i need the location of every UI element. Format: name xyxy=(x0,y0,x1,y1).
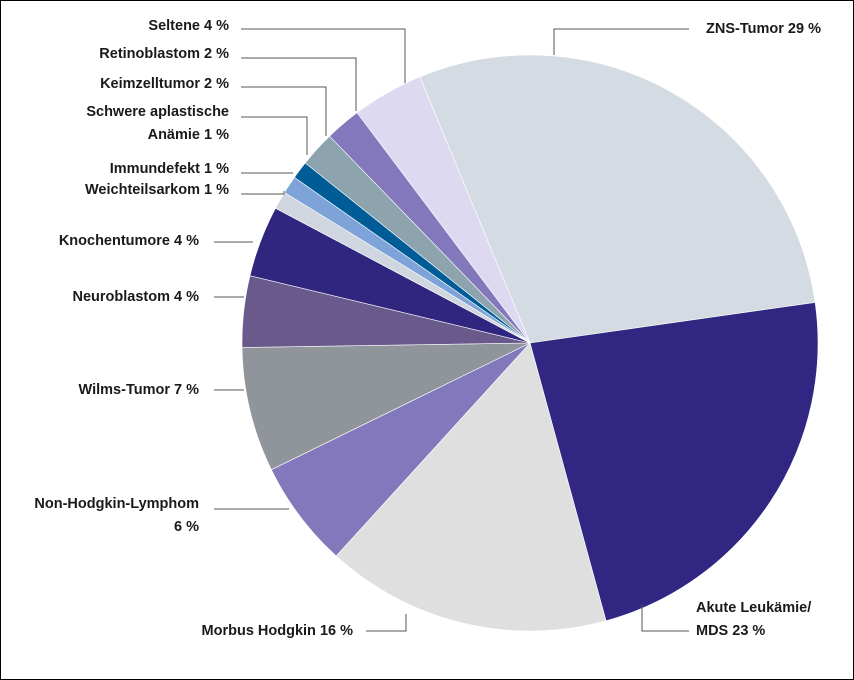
leader-line xyxy=(241,191,285,195)
slice-akute xyxy=(529,302,819,622)
slice-label: Seltene 4 % xyxy=(148,18,229,34)
slice-label: Immundefekt 1 % xyxy=(110,161,229,177)
leader-lines xyxy=(214,28,689,632)
slice-label: Non-Hodgkin-Lymphom 6 % xyxy=(34,496,199,535)
leader-line xyxy=(553,28,689,55)
slice-label: ZNS-Tumor 29 % xyxy=(706,21,821,37)
slice-label: Weichteilsarkom 1 % xyxy=(85,182,229,198)
slice-label: Wilms-Tumor 7 % xyxy=(79,382,200,398)
slice-seltene xyxy=(356,76,531,344)
slice-label: Morbus Hodgkin 16 % xyxy=(202,623,354,639)
slice-morbus xyxy=(335,342,607,632)
slice-label: Keimzelltumor 2 % xyxy=(100,76,229,92)
slice-label: Schwere aplastische Anämie 1 % xyxy=(86,104,229,143)
leader-line xyxy=(241,57,357,111)
slice-label: Neuroblastom 4 % xyxy=(73,289,200,305)
pie-slices xyxy=(241,54,819,632)
slice-label: Akute Leukämie/MDS 23 % xyxy=(696,600,811,639)
slice-label: Retinoblastom 2 % xyxy=(99,46,229,62)
leader-line xyxy=(366,614,407,632)
leader-line xyxy=(241,116,308,155)
slice-label: Knochentumore 4 % xyxy=(59,233,199,249)
leader-line xyxy=(241,86,327,136)
slice-zns-tumor xyxy=(419,54,816,344)
slice-wilms-tumor xyxy=(241,342,531,471)
slice-labels: ZNS-Tumor 29 % Akute Leukämie/MDS 23 % Mor… xyxy=(34,18,821,639)
leader-line xyxy=(241,28,406,83)
leader-line xyxy=(641,604,689,632)
